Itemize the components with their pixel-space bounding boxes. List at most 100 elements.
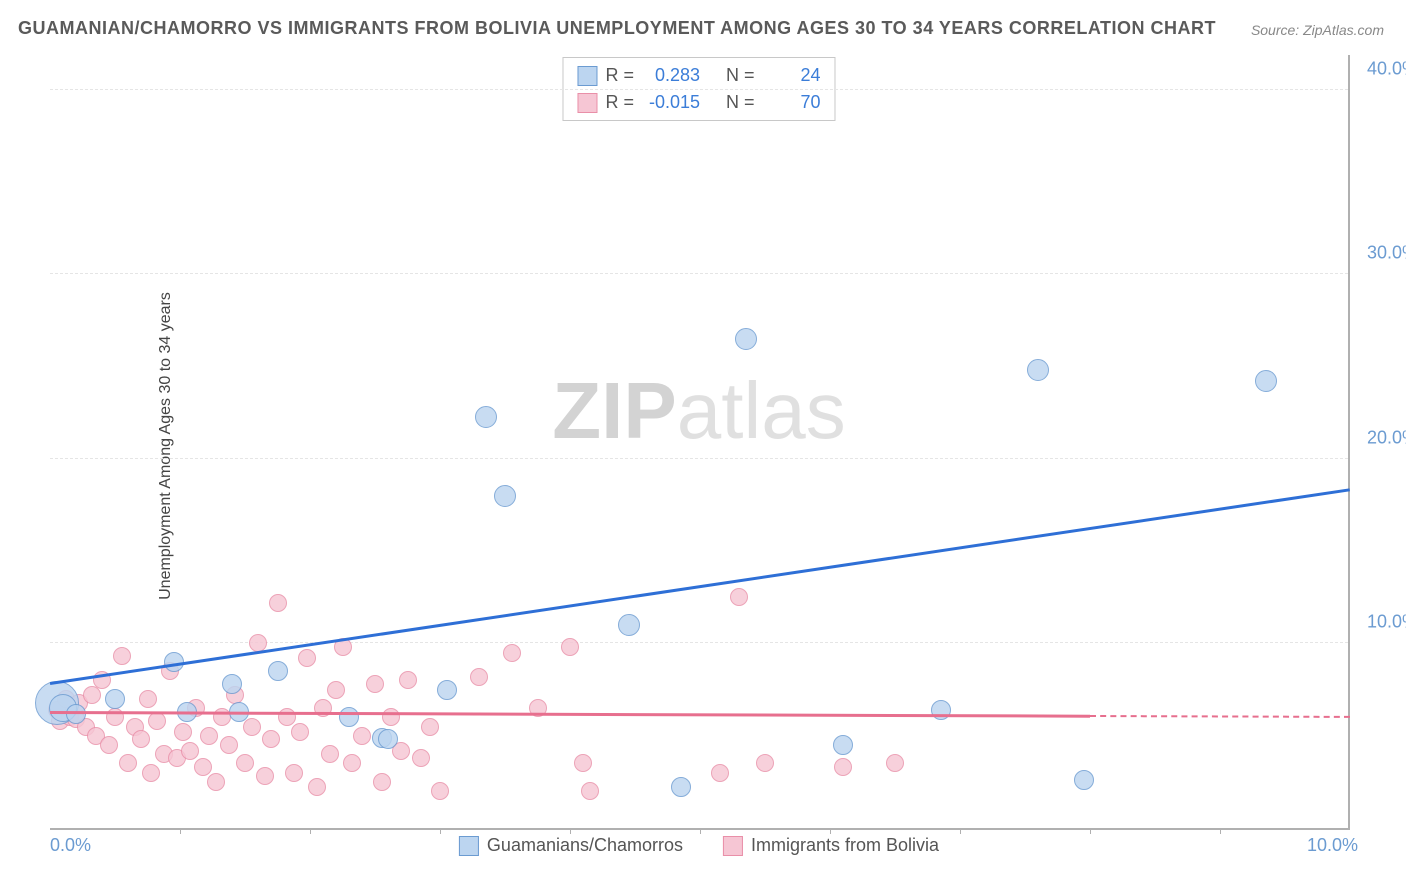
scatter-point xyxy=(671,777,691,797)
trend-line xyxy=(50,488,1350,684)
n-value-2: 70 xyxy=(763,89,821,116)
x-tick-mark xyxy=(440,828,441,834)
scatter-point xyxy=(1255,370,1277,392)
scatter-point xyxy=(200,727,218,745)
scatter-point xyxy=(83,686,101,704)
scatter-point xyxy=(262,730,280,748)
scatter-point xyxy=(437,680,457,700)
legend-item-1: Guamanians/Chamorros xyxy=(459,835,683,856)
source-attribution: Source: ZipAtlas.com xyxy=(1251,22,1384,38)
scatter-point xyxy=(412,749,430,767)
scatter-point xyxy=(181,742,199,760)
scatter-point xyxy=(269,594,287,612)
scatter-point xyxy=(366,675,384,693)
scatter-point xyxy=(581,782,599,800)
scatter-point xyxy=(339,707,359,727)
x-tick-mark xyxy=(570,828,571,834)
scatter-point xyxy=(931,700,951,720)
scatter-point xyxy=(833,735,853,755)
gridline xyxy=(50,273,1348,274)
scatter-point xyxy=(399,671,417,689)
scatter-point xyxy=(382,708,400,726)
x-tick-mark xyxy=(1090,828,1091,834)
x-tick-mark xyxy=(700,828,701,834)
scatter-point xyxy=(220,736,238,754)
scatter-point xyxy=(886,754,904,772)
scatter-point xyxy=(119,754,137,772)
x-tick-mark xyxy=(180,828,181,834)
scatter-point xyxy=(756,754,774,772)
x-tick-mark xyxy=(1220,828,1221,834)
swatch-series-1 xyxy=(577,66,597,86)
scatter-point xyxy=(378,729,398,749)
n-value-1: 24 xyxy=(763,62,821,89)
scatter-point xyxy=(503,644,521,662)
scatter-point xyxy=(1027,359,1049,381)
scatter-point xyxy=(421,718,439,736)
scatter-point xyxy=(494,485,516,507)
scatter-point xyxy=(132,730,150,748)
x-tick-min: 0.0% xyxy=(50,835,91,856)
scatter-point xyxy=(100,736,118,754)
x-tick-mark xyxy=(960,828,961,834)
x-tick-mark xyxy=(830,828,831,834)
gridline xyxy=(50,89,1348,90)
scatter-point xyxy=(561,638,579,656)
r-value-1: 0.283 xyxy=(642,62,700,89)
n-label: N = xyxy=(726,89,755,116)
scatter-point xyxy=(735,328,757,350)
legend: Guamanians/Chamorros Immigrants from Bol… xyxy=(459,835,939,856)
scatter-point xyxy=(236,754,254,772)
scatter-point xyxy=(105,689,125,709)
legend-swatch-1 xyxy=(459,836,479,856)
y-tick-label: 30.0% xyxy=(1358,243,1406,264)
scatter-point xyxy=(308,778,326,796)
scatter-point xyxy=(574,754,592,772)
y-tick-label: 10.0% xyxy=(1358,612,1406,633)
scatter-point xyxy=(321,745,339,763)
chart-title: GUAMANIAN/CHAMORRO VS IMMIGRANTS FROM BO… xyxy=(18,18,1216,39)
x-tick-max: 10.0% xyxy=(1307,835,1358,856)
y-tick-label: 40.0% xyxy=(1358,58,1406,79)
r-label: R = xyxy=(605,62,634,89)
watermark: ZIPatlas xyxy=(552,365,845,457)
scatter-point xyxy=(207,773,225,791)
stats-row-series-2: R = -0.015 N = 70 xyxy=(577,89,820,116)
gridline xyxy=(50,642,1348,643)
scatter-point xyxy=(730,588,748,606)
scatter-plot-area: ZIPatlas R = 0.283 N = 24 R = -0.015 N =… xyxy=(50,55,1350,830)
y-tick-label: 20.0% xyxy=(1358,427,1406,448)
scatter-point xyxy=(256,767,274,785)
r-label: R = xyxy=(605,89,634,116)
scatter-point xyxy=(353,727,371,745)
scatter-point xyxy=(327,681,345,699)
scatter-point xyxy=(1074,770,1094,790)
scatter-point xyxy=(113,647,131,665)
scatter-point xyxy=(834,758,852,776)
scatter-point xyxy=(243,718,261,736)
scatter-point xyxy=(373,773,391,791)
stats-row-series-1: R = 0.283 N = 24 xyxy=(577,62,820,89)
scatter-point xyxy=(470,668,488,686)
scatter-point xyxy=(268,661,288,681)
legend-swatch-2 xyxy=(723,836,743,856)
scatter-point xyxy=(618,614,640,636)
legend-item-2: Immigrants from Bolivia xyxy=(723,835,939,856)
scatter-point xyxy=(148,712,166,730)
scatter-point xyxy=(343,754,361,772)
scatter-point xyxy=(142,764,160,782)
trend-line xyxy=(1090,715,1350,718)
gridline xyxy=(50,458,1348,459)
n-label: N = xyxy=(726,62,755,89)
scatter-point xyxy=(298,649,316,667)
scatter-point xyxy=(285,764,303,782)
legend-label-1: Guamanians/Chamorros xyxy=(487,835,683,856)
x-tick-mark xyxy=(310,828,311,834)
scatter-point xyxy=(174,723,192,741)
scatter-point xyxy=(194,758,212,776)
swatch-series-2 xyxy=(577,93,597,113)
watermark-rest: atlas xyxy=(677,366,846,455)
watermark-bold: ZIP xyxy=(552,366,676,455)
scatter-point xyxy=(431,782,449,800)
scatter-point xyxy=(222,674,242,694)
